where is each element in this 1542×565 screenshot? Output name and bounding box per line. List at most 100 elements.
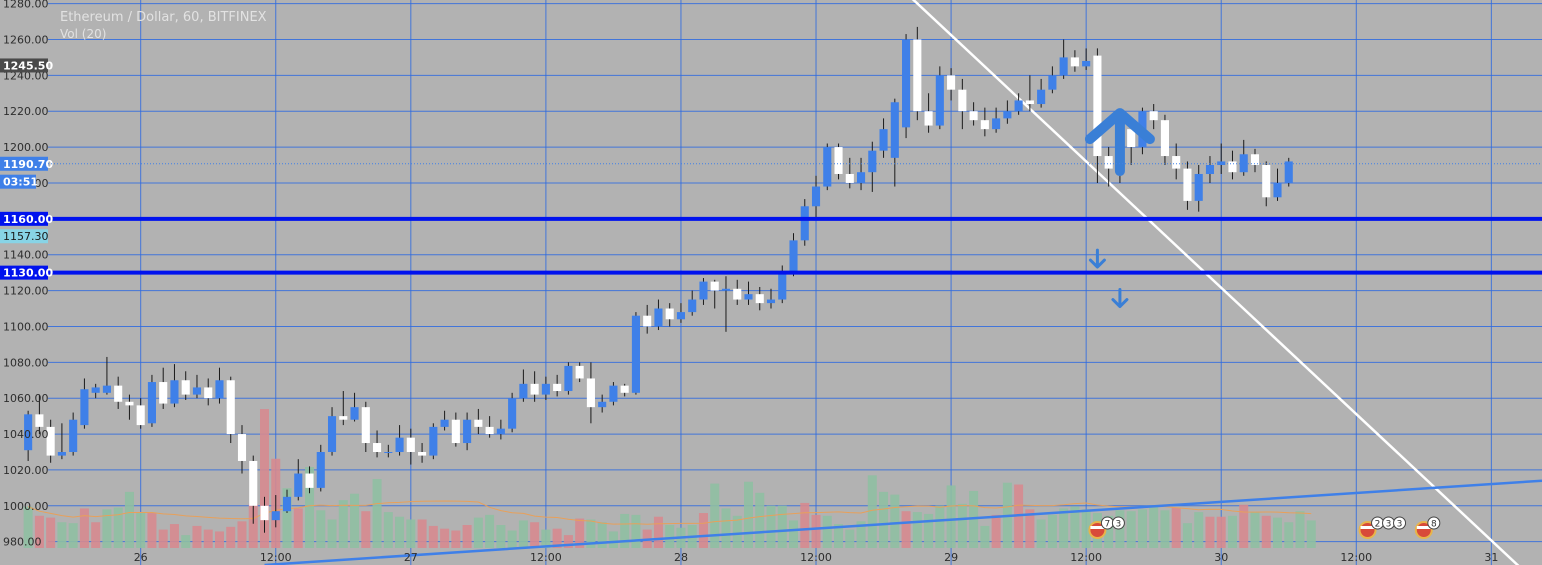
price-tag-countdown-box [0,174,36,189]
volume-bar [350,493,360,548]
event-count: 2 [1375,520,1381,530]
volume-bar [946,485,956,548]
candle-up [57,452,66,456]
y-axis-tick-label: 1140.00 [3,249,49,262]
candle-up [1082,60,1091,67]
x-axis-tick-label: 12:00 [260,551,292,564]
x-axis-tick-label: 12:00 [530,551,562,564]
y-axis-tick-label: 1000.00 [3,500,49,513]
volume-bar [912,512,922,548]
volume-bar [969,490,979,548]
candle-up [102,385,111,393]
volume-bar [68,523,78,548]
event-count: 8 [1431,520,1437,530]
candle-up [327,416,337,452]
candle-up [69,419,78,452]
candle-up [992,118,1001,130]
price-tag-level-lower: 1130.00 [3,267,53,280]
volume-bar [575,518,585,548]
volume-bar [620,513,630,548]
volume-bar [924,513,934,548]
volume-bar [732,515,742,548]
volume-bar [372,479,382,548]
event-count: 3 [1116,520,1122,530]
event-count: 3 [1397,520,1403,530]
event-count-badge [1427,516,1441,530]
volume-ma-line [27,500,1312,525]
candle-down [1183,168,1192,201]
candle-up [350,407,359,420]
arrow-layer[interactable] [1084,108,1155,309]
price-tag-countdown: 03:51 [3,176,38,189]
horizontal-levels[interactable] [48,216,1542,275]
volume-bar [203,529,213,548]
trendline-layer[interactable] [264,0,1542,565]
candle-down [913,39,922,112]
volume-bar [811,514,821,548]
y-axis-tick-label: 1260.00 [3,33,49,46]
volume-bar [305,467,315,548]
axis-layer: 1280.001260.001240.001220.001200.001180.… [3,0,1498,564]
candle-down [1093,55,1102,157]
volume-bar [1104,515,1114,548]
candle-up [676,312,686,320]
candle-up [935,75,944,126]
volume-bar [327,519,337,548]
volume-bar [1149,505,1159,548]
price-tag-low-box [0,229,48,244]
volume-bar [1047,514,1057,548]
candle-down [980,120,989,130]
candle-up [24,414,33,451]
candle-down [361,407,370,444]
volume-bar [282,488,292,548]
price-tag-level-upper-box [0,211,48,226]
volume-bar [1295,511,1305,548]
candle-down [474,419,483,427]
y-axis-tick-label: 1080.00 [3,356,49,369]
volume-bar [1227,515,1237,548]
volume-bar [316,510,326,548]
candle-up [868,150,877,173]
volume-bar [856,521,866,548]
volume-bar [507,530,517,548]
price-tag-current-box [0,156,48,171]
volume-bar [361,511,371,548]
candle-down [125,401,134,406]
volume-bar [1205,516,1215,548]
x-axis-tick-label: 28 [674,551,688,564]
candle-down [733,288,742,300]
candle-down [969,111,978,121]
volume-bar [721,508,731,548]
candle-up [519,383,528,399]
candle-down [406,437,415,452]
price-tags: 1245.50 1190.70 03:51 1160.00 1157.30 1130.00 [0,58,1542,280]
candle-down [575,365,584,379]
candle-down [710,281,719,291]
volume-bar [766,505,776,548]
price-tag-high-box [0,58,48,73]
y-axis-tick-label: 1100.00 [3,320,49,333]
us-flag-icon [1360,526,1375,529]
price-tag-high: 1245.50 [3,59,53,72]
volume-bar [755,492,765,548]
volume-bar [147,513,157,548]
volume-bar [834,524,844,548]
candle-up [429,426,438,456]
x-axis-tick-label: 12:00 [1070,551,1102,564]
candle-up [1194,173,1203,201]
candle-up [654,308,663,327]
volume-bar [395,516,405,548]
chart-title: Ethereum / Dollar, 60, BITFINEX [60,10,267,25]
volume-bar [653,516,663,548]
candle-up [721,288,731,291]
candle-up [778,272,787,300]
candle-down [418,452,427,456]
candle-up [1205,165,1215,174]
candle-down [237,434,247,461]
us-flag-icon [1090,526,1105,529]
volume-bar [1239,504,1249,548]
